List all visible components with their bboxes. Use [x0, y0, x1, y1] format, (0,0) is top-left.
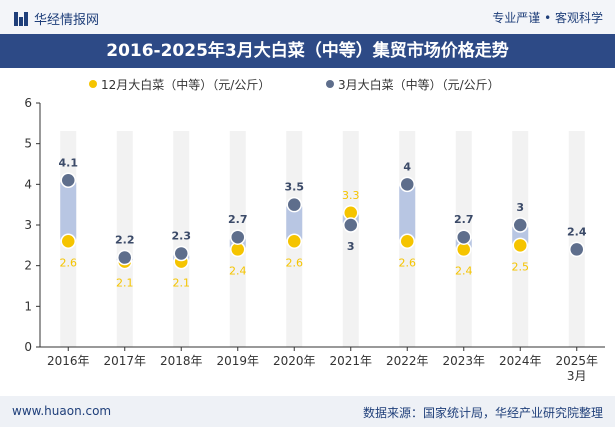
- top-bar: 华经情报网 专业严谨 • 客观科学: [0, 0, 615, 34]
- x-tick-label: 2019年: [216, 354, 259, 368]
- x-tick-label: 2021年: [329, 354, 372, 368]
- legend-label-1: 12月大白菜（中等）（元/公斤）: [101, 77, 270, 92]
- chart-title: 2016-2025年3月大白菜（中等）集贸市场价格走势: [106, 41, 509, 61]
- label-mar: 2.2: [115, 234, 135, 247]
- range-bar: [399, 184, 416, 242]
- point-mar: [343, 217, 359, 233]
- point-mar: [230, 229, 246, 245]
- point-mar: [286, 196, 302, 213]
- category-band: [342, 131, 359, 347]
- legend-marker-1: [89, 80, 97, 88]
- label-dec: 2.1: [116, 277, 134, 290]
- data-points: [60, 172, 585, 270]
- range-bars: [60, 180, 529, 262]
- y-tick-label: 0: [24, 340, 32, 354]
- category-bands: [60, 131, 585, 347]
- label-mar: 4: [403, 160, 411, 173]
- point-mar: [456, 229, 472, 245]
- axes: 0 1 2 3 4 5 6 2016年 2017年 2018年 2019年 2020年 2021年 202…: [24, 96, 605, 383]
- point-mar: [117, 249, 133, 266]
- y-tick-label: 2: [24, 259, 32, 273]
- y-tick-label: 6: [24, 96, 32, 110]
- point-mar: [173, 245, 189, 262]
- x-tick-label: 2020年: [273, 354, 316, 368]
- x-tick-label: 2018年: [160, 354, 203, 368]
- category-band: [173, 131, 190, 347]
- legend-label-2: 3月大白菜（中等）（元/公斤）: [338, 77, 500, 92]
- label-mar: 3: [347, 240, 355, 253]
- x-tick-label: 2022年: [386, 354, 429, 368]
- label-dec: 2.5: [512, 260, 530, 273]
- brand-name: 华经情报网: [34, 13, 100, 28]
- title-bar: 2016-2025年3月大白菜（中等）集贸市场价格走势: [0, 34, 615, 68]
- x-tick-label: 2025年: [555, 354, 598, 368]
- x-tick-label: 2016年: [47, 354, 90, 368]
- label-mar: 3.5: [285, 181, 305, 194]
- brand-logo-icon: [14, 11, 28, 26]
- label-dec: 2.1: [173, 277, 191, 290]
- point-mar: [399, 176, 415, 193]
- range-bar: [60, 180, 77, 242]
- point-dec: [512, 237, 528, 254]
- label-dec: 2.6: [399, 256, 417, 269]
- legend-marker-2: [326, 80, 334, 88]
- point-mar: [569, 241, 585, 258]
- footer-url: www.huaon.com: [12, 404, 112, 418]
- data-labels: 2.6 4.1 2.1 2.2 2.1 2.3 2.4 2.7 2.6 3.5 3.3 3 2.6 4 2.…: [59, 156, 587, 289]
- label-dec: 2.4: [455, 264, 473, 277]
- y-tick-label: 5: [24, 137, 32, 151]
- y-tick-label: 3: [24, 218, 32, 232]
- brand: 华经情报网: [14, 9, 99, 28]
- range-bar: [286, 204, 303, 242]
- label-dec: 2.6: [286, 256, 304, 269]
- legend: 12月大白菜（中等）（元/公斤） 3月大白菜（中等）（元/公斤）: [89, 77, 500, 92]
- category-band: [116, 131, 133, 347]
- label-mar: 3: [516, 201, 524, 214]
- point-mar: [60, 172, 76, 189]
- point-dec: [399, 233, 415, 250]
- category-band: [568, 131, 585, 347]
- x-tick-label: 2017年: [103, 354, 146, 368]
- tagline: 专业严谨 • 客观科学: [492, 11, 603, 25]
- x-tick-label-line2: 3月: [567, 369, 587, 383]
- chart: 0 1 2 3 4 5 6 2016年 2017年 2018年 2019年 2020年 2021年 202…: [24, 77, 605, 383]
- point-dec: [286, 233, 302, 250]
- x-tick-label: 2023年: [442, 354, 485, 368]
- footer: www.huaon.com 数据来源：国家统计局，华经产业研究院整理: [0, 396, 615, 427]
- label-dec: 3.3: [342, 189, 360, 202]
- label-mar: 2.7: [454, 213, 474, 226]
- point-mar: [512, 217, 528, 233]
- label-dec: 2.4: [229, 264, 247, 277]
- footer-source: 数据来源：国家统计局，华经产业研究院整理: [362, 406, 603, 420]
- y-tick-label: 1: [24, 299, 32, 313]
- label-mar: 4.1: [59, 156, 79, 169]
- label-mar: 2.4: [567, 225, 587, 238]
- point-dec: [60, 233, 76, 250]
- label-mar: 2.7: [228, 213, 248, 226]
- label-dec: 2.6: [60, 256, 78, 269]
- x-tick-label: 2024年: [499, 354, 542, 368]
- label-mar: 2.3: [172, 229, 192, 242]
- y-tick-label: 4: [24, 177, 32, 191]
